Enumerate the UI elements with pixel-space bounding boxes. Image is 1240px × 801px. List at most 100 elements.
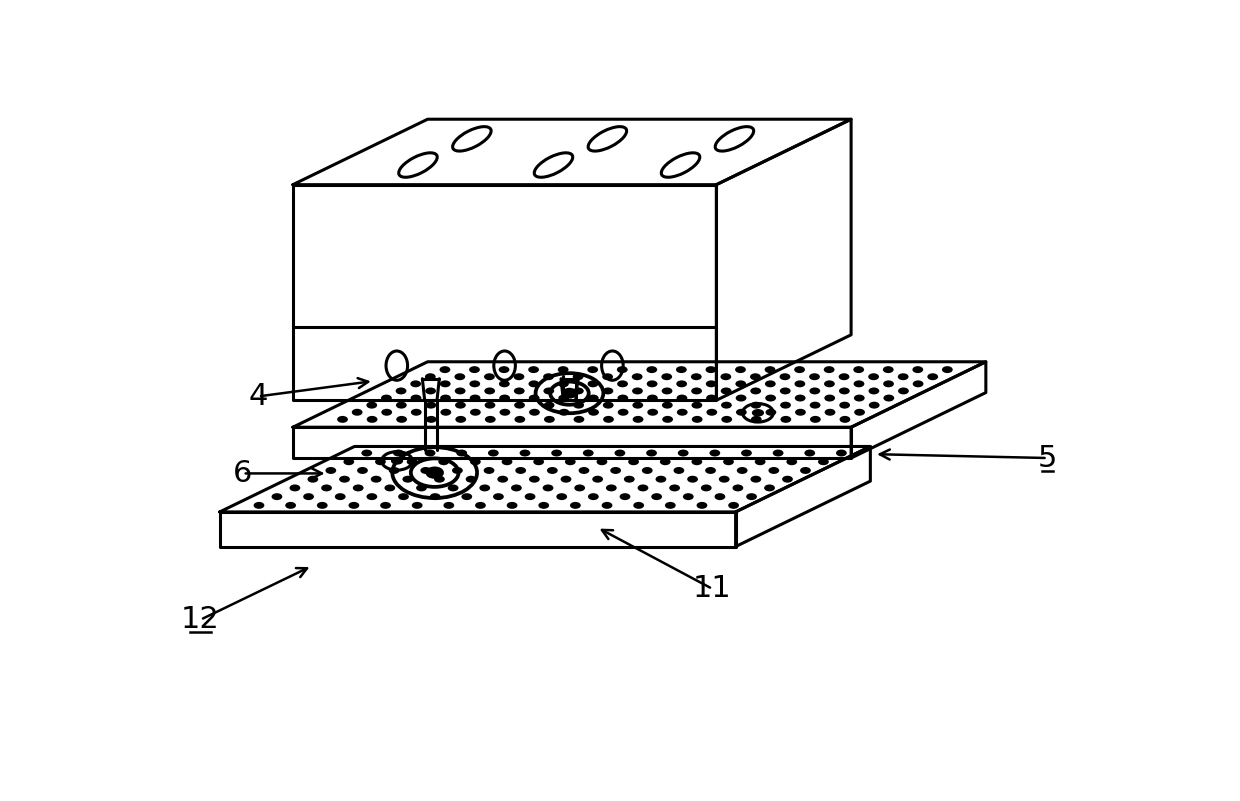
Ellipse shape bbox=[692, 458, 702, 465]
Ellipse shape bbox=[461, 493, 472, 500]
Ellipse shape bbox=[348, 502, 360, 509]
Ellipse shape bbox=[764, 485, 775, 491]
Ellipse shape bbox=[632, 373, 642, 380]
Ellipse shape bbox=[384, 485, 396, 491]
Ellipse shape bbox=[425, 388, 436, 394]
Ellipse shape bbox=[454, 373, 465, 380]
Ellipse shape bbox=[494, 493, 503, 500]
Ellipse shape bbox=[470, 409, 481, 416]
Ellipse shape bbox=[528, 395, 539, 401]
Ellipse shape bbox=[560, 476, 572, 483]
Ellipse shape bbox=[795, 409, 806, 416]
Ellipse shape bbox=[928, 373, 939, 380]
Ellipse shape bbox=[735, 366, 745, 373]
Ellipse shape bbox=[750, 476, 761, 483]
Ellipse shape bbox=[637, 485, 649, 491]
Ellipse shape bbox=[525, 493, 536, 500]
Ellipse shape bbox=[381, 502, 391, 509]
Ellipse shape bbox=[381, 395, 392, 401]
Ellipse shape bbox=[898, 388, 909, 394]
Ellipse shape bbox=[692, 401, 702, 409]
Ellipse shape bbox=[353, 485, 363, 491]
Ellipse shape bbox=[528, 380, 539, 388]
Ellipse shape bbox=[455, 416, 466, 423]
Ellipse shape bbox=[603, 416, 614, 423]
Ellipse shape bbox=[898, 373, 909, 380]
Ellipse shape bbox=[289, 485, 300, 491]
Ellipse shape bbox=[455, 401, 466, 409]
Ellipse shape bbox=[321, 485, 332, 491]
Ellipse shape bbox=[325, 467, 336, 474]
Ellipse shape bbox=[392, 458, 403, 464]
Ellipse shape bbox=[516, 467, 526, 474]
Ellipse shape bbox=[529, 409, 539, 416]
Ellipse shape bbox=[403, 476, 413, 483]
Ellipse shape bbox=[701, 485, 712, 491]
Ellipse shape bbox=[335, 493, 346, 500]
Ellipse shape bbox=[795, 395, 806, 401]
Ellipse shape bbox=[662, 401, 673, 409]
Ellipse shape bbox=[825, 395, 835, 401]
Ellipse shape bbox=[683, 493, 693, 500]
Ellipse shape bbox=[765, 380, 776, 388]
Ellipse shape bbox=[470, 395, 480, 401]
Ellipse shape bbox=[723, 458, 734, 465]
Ellipse shape bbox=[398, 493, 409, 500]
Ellipse shape bbox=[588, 493, 599, 500]
Ellipse shape bbox=[618, 395, 629, 401]
Ellipse shape bbox=[786, 458, 797, 465]
Ellipse shape bbox=[670, 485, 680, 491]
Ellipse shape bbox=[720, 373, 732, 380]
Ellipse shape bbox=[632, 388, 642, 394]
Ellipse shape bbox=[484, 373, 495, 380]
Ellipse shape bbox=[455, 388, 465, 394]
Ellipse shape bbox=[343, 458, 355, 465]
Ellipse shape bbox=[647, 380, 657, 388]
Ellipse shape bbox=[615, 449, 625, 457]
Ellipse shape bbox=[883, 380, 894, 388]
Ellipse shape bbox=[735, 380, 746, 388]
Ellipse shape bbox=[677, 395, 687, 401]
Ellipse shape bbox=[603, 401, 614, 409]
Ellipse shape bbox=[795, 380, 805, 388]
Ellipse shape bbox=[913, 366, 924, 373]
Ellipse shape bbox=[317, 502, 327, 509]
Ellipse shape bbox=[513, 373, 525, 380]
Ellipse shape bbox=[773, 449, 784, 457]
Ellipse shape bbox=[547, 467, 558, 474]
Ellipse shape bbox=[810, 388, 820, 394]
Ellipse shape bbox=[634, 502, 644, 509]
Ellipse shape bbox=[720, 388, 732, 394]
Ellipse shape bbox=[665, 502, 676, 509]
Ellipse shape bbox=[485, 416, 496, 423]
Text: 4: 4 bbox=[248, 382, 268, 411]
Ellipse shape bbox=[805, 449, 815, 457]
Ellipse shape bbox=[646, 366, 657, 373]
Ellipse shape bbox=[470, 458, 481, 465]
Ellipse shape bbox=[750, 388, 761, 394]
Ellipse shape bbox=[883, 395, 894, 401]
Ellipse shape bbox=[529, 476, 539, 483]
Ellipse shape bbox=[691, 373, 702, 380]
Ellipse shape bbox=[366, 401, 377, 409]
Ellipse shape bbox=[500, 395, 510, 401]
Ellipse shape bbox=[810, 401, 821, 409]
Ellipse shape bbox=[629, 458, 639, 465]
Ellipse shape bbox=[440, 409, 451, 416]
Ellipse shape bbox=[737, 467, 748, 474]
Ellipse shape bbox=[410, 409, 422, 416]
Ellipse shape bbox=[823, 366, 835, 373]
Ellipse shape bbox=[469, 366, 480, 373]
Ellipse shape bbox=[853, 380, 864, 388]
Ellipse shape bbox=[500, 409, 511, 416]
Ellipse shape bbox=[780, 373, 790, 380]
Ellipse shape bbox=[765, 395, 776, 401]
Ellipse shape bbox=[563, 389, 575, 397]
Ellipse shape bbox=[438, 458, 449, 465]
Ellipse shape bbox=[440, 395, 451, 401]
Ellipse shape bbox=[425, 401, 436, 409]
Ellipse shape bbox=[687, 476, 698, 483]
Ellipse shape bbox=[352, 409, 362, 416]
Ellipse shape bbox=[610, 467, 621, 474]
Ellipse shape bbox=[624, 476, 635, 483]
